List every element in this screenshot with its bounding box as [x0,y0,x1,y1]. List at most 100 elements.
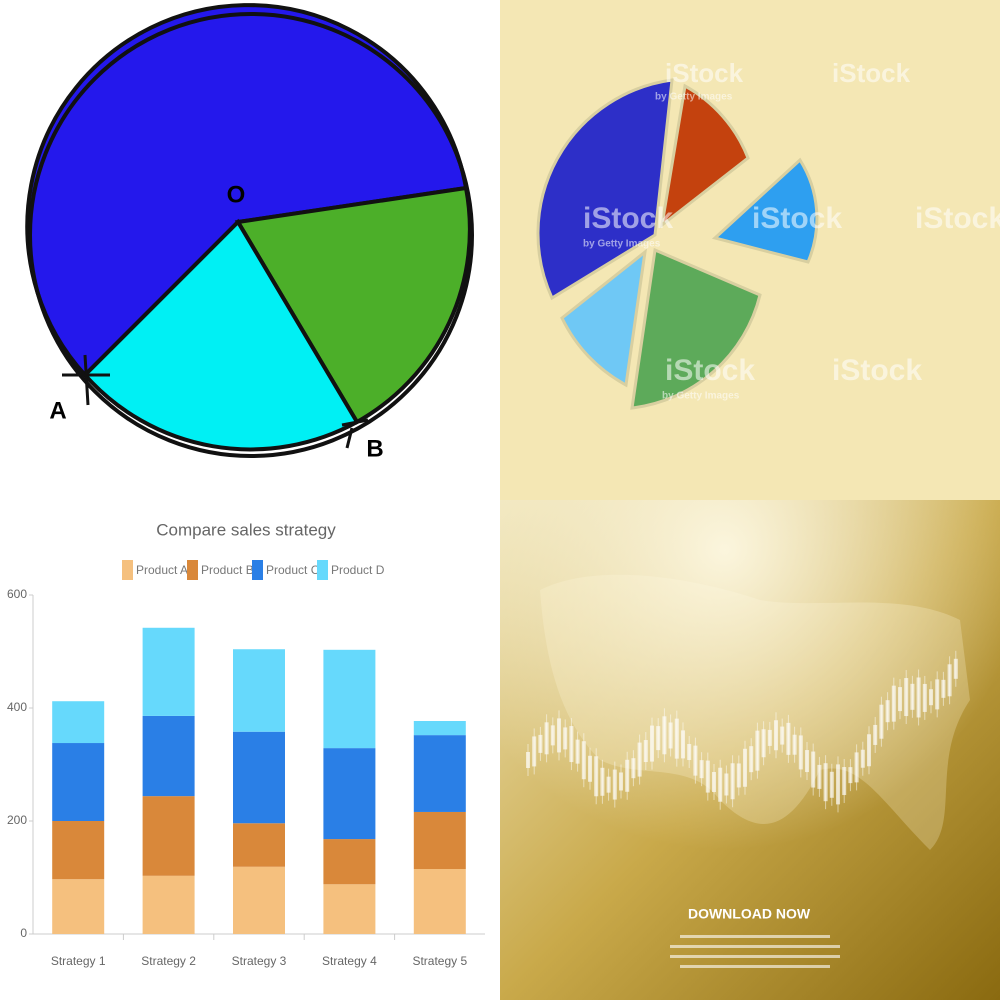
watermark: iStock [832,354,922,387]
blue-piece [711,157,819,264]
byline: by Getty Images [662,391,740,402]
legend-label: Product A [136,563,188,577]
candle-body [823,763,828,802]
candle-body [662,716,667,755]
candle-body [594,756,599,797]
candle-body [588,755,592,782]
legend-swatch [187,560,198,580]
light-blue-slice [560,248,648,388]
watermarks: iStock iStock iStock iStock iStock iStoc… [583,58,1000,402]
candle-body [674,718,679,759]
candle-body [724,773,729,796]
bar-segment [233,649,285,732]
candle-body [687,744,692,761]
byline: by Getty Images [583,239,661,250]
y-tick-label: 200 [7,813,27,827]
bar-segment [323,839,376,885]
legend-swatch [122,560,133,580]
candle-body [829,771,834,798]
bar-segment [323,649,376,749]
bar-segment [413,811,466,870]
candle-body [563,727,568,750]
candle-body [953,658,958,679]
bar-segment [52,743,105,821]
candle-body [538,734,543,753]
point-label: A [49,397,66,424]
x-tick-label: Strategy 2 [141,954,196,968]
candle-body [730,763,735,800]
candle-body [755,730,760,771]
candle-body [860,749,865,768]
candle-body [842,767,847,796]
candle-body [681,730,685,759]
byline: by Getty Images [655,92,733,103]
candle-body [947,664,952,697]
circle-outline [28,12,474,458]
bar-segment [233,823,285,867]
fine-print [680,965,830,968]
candle-body [916,677,921,718]
candle-body [569,726,574,763]
bar-segment [142,796,195,876]
bar-segment [52,701,105,744]
x-tick-label: Strategy 5 [412,954,467,968]
legend-swatch [252,560,263,580]
candle-body [848,767,853,784]
watermark: iStock [583,202,673,235]
candle-body [699,760,704,779]
candle-body [898,687,902,712]
candle-body [910,683,915,710]
candle-body [867,734,871,767]
candle-body [736,763,741,788]
bar-segment [233,866,285,934]
candle-body [774,720,778,751]
bar-segment [52,879,105,934]
tick-marks [62,354,369,449]
candle-body [873,724,878,745]
fine-print [680,935,830,938]
candle-body [557,718,561,753]
cyan-sector [82,218,360,452]
candle-body [780,726,785,745]
bar-segment [323,884,376,934]
candle-body [693,745,698,776]
candle-body [612,769,617,800]
candle-body [575,739,580,764]
candle-body [929,689,933,706]
candle-body [904,678,909,717]
legend-label: Product B [201,563,254,577]
bar-segment [323,748,376,840]
fine-print [670,945,840,948]
candle-body [668,722,673,749]
chart-title: Compare sales strategy [156,520,336,539]
candle-body [544,722,549,755]
candle-body [705,760,710,793]
candle-body [581,741,586,780]
bar-segment [413,720,466,736]
candle-body [631,758,636,779]
candle-body [922,683,927,712]
legend-swatch [317,560,328,580]
bar-segment [413,869,466,934]
candle-body [836,764,840,805]
bar-segment [142,875,195,934]
watermark: iStock [915,202,1000,235]
candle-body [550,725,555,746]
y-tick-label: 0 [20,926,27,940]
candle-body [625,759,630,792]
candle-body [891,685,896,722]
candle-body [749,746,754,773]
watermark: iStock [832,58,911,88]
candle-body [792,734,797,755]
geometry-panel: O A B [0,0,500,500]
candle-body [786,722,791,755]
point-label: O [227,181,246,208]
stock-panel: iStock iStock iStock iStock iStock iStoc… [500,0,1000,500]
bar-segment [142,715,195,797]
candle-body [935,679,940,710]
bar-chart-panel: Compare sales strategy Product A Product … [0,500,500,1000]
candle-body [743,748,747,787]
bar-segment [233,731,285,824]
